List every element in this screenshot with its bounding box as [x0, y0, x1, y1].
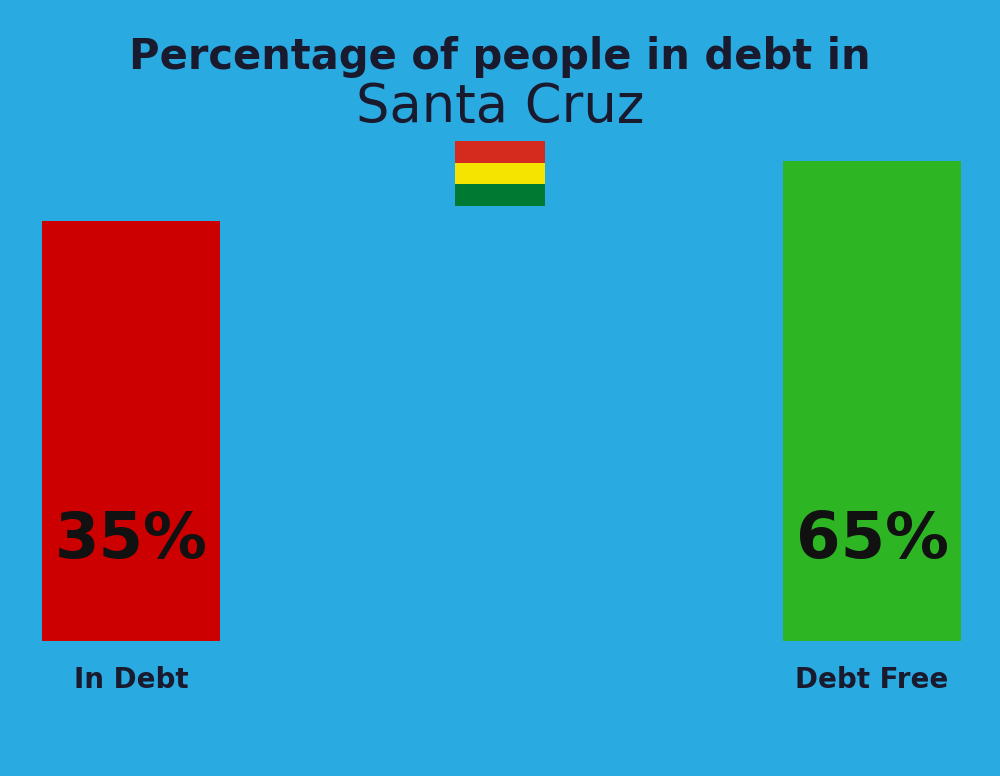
- Text: Debt Free: Debt Free: [795, 666, 949, 694]
- Text: 35%: 35%: [55, 509, 207, 571]
- Text: Percentage of people in debt in: Percentage of people in debt in: [129, 36, 871, 78]
- FancyBboxPatch shape: [42, 221, 220, 641]
- Text: In Debt: In Debt: [74, 666, 188, 694]
- FancyBboxPatch shape: [455, 185, 545, 206]
- FancyBboxPatch shape: [455, 163, 545, 185]
- FancyBboxPatch shape: [455, 141, 545, 163]
- Text: Santa Cruz: Santa Cruz: [356, 81, 644, 133]
- Text: 65%: 65%: [796, 509, 948, 571]
- FancyBboxPatch shape: [783, 161, 961, 641]
